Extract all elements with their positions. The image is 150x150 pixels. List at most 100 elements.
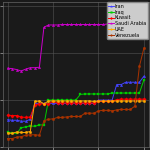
Venezuela xyxy=(20,136,22,138)
Saudi Arabia xyxy=(125,22,127,24)
Saudi Arabia xyxy=(29,67,31,69)
UAE xyxy=(20,132,22,133)
Venezuela xyxy=(125,109,127,110)
Kuwait xyxy=(57,102,59,104)
Iraq xyxy=(11,132,13,134)
Iraq xyxy=(102,93,104,95)
Line: Iran: Iran xyxy=(6,75,145,122)
Iran xyxy=(88,102,90,104)
UAE xyxy=(11,132,13,134)
Saudi Arabia xyxy=(111,22,113,24)
Kuwait xyxy=(93,102,95,104)
Kuwait xyxy=(98,100,99,102)
Iran xyxy=(93,102,95,104)
Saudi Arabia xyxy=(38,66,40,68)
Kuwait xyxy=(116,99,118,100)
Venezuela xyxy=(116,109,118,111)
Venezuela xyxy=(25,134,27,136)
UAE xyxy=(7,132,8,134)
Saudi Arabia xyxy=(129,22,131,24)
Venezuela xyxy=(7,138,8,140)
Iran xyxy=(116,84,118,85)
UAE xyxy=(25,132,27,133)
Venezuela xyxy=(48,118,49,120)
Iran xyxy=(43,102,45,104)
UAE xyxy=(120,100,122,102)
Iran xyxy=(143,75,145,77)
UAE xyxy=(70,100,72,102)
Venezuela xyxy=(79,116,81,117)
Iran xyxy=(75,102,77,104)
Kuwait xyxy=(16,115,18,116)
Saudi Arabia xyxy=(70,24,72,25)
Saudi Arabia xyxy=(116,22,118,24)
Saudi Arabia xyxy=(16,69,18,70)
UAE xyxy=(116,100,118,102)
Venezuela xyxy=(129,109,131,110)
Kuwait xyxy=(11,115,13,116)
UAE xyxy=(29,131,31,132)
Saudi Arabia xyxy=(25,68,27,70)
Iran xyxy=(66,102,68,104)
Venezuela xyxy=(16,136,18,138)
Iraq xyxy=(43,124,45,126)
Iraq xyxy=(70,99,72,101)
Venezuela xyxy=(66,116,68,118)
Venezuela xyxy=(102,110,104,111)
Saudi Arabia xyxy=(11,68,13,69)
Iraq xyxy=(16,132,18,134)
Iran xyxy=(29,118,31,120)
UAE xyxy=(38,100,40,102)
Iran xyxy=(16,119,18,121)
UAE xyxy=(34,100,36,102)
Venezuela xyxy=(88,112,90,114)
Kuwait xyxy=(84,102,86,104)
UAE xyxy=(129,100,131,102)
Kuwait xyxy=(75,102,77,104)
Iran xyxy=(120,84,122,85)
Saudi Arabia xyxy=(43,26,45,28)
Kuwait xyxy=(43,103,45,105)
Iran xyxy=(20,120,22,122)
Iraq xyxy=(20,127,22,129)
UAE xyxy=(84,100,86,102)
Kuwait xyxy=(34,104,36,106)
Iraq xyxy=(134,92,136,94)
UAE xyxy=(134,100,136,102)
Iran xyxy=(7,119,8,121)
Venezuela xyxy=(84,112,86,114)
Kuwait xyxy=(125,98,127,100)
Saudi Arabia xyxy=(134,22,136,24)
Iran xyxy=(79,102,81,104)
Saudi Arabia xyxy=(143,22,145,24)
Iraq xyxy=(129,92,131,94)
Iran xyxy=(84,102,86,104)
Saudi Arabia xyxy=(88,24,90,25)
Iraq xyxy=(57,99,59,101)
Kuwait xyxy=(107,100,108,102)
Kuwait xyxy=(52,100,54,102)
Kuwait xyxy=(20,116,22,118)
Iraq xyxy=(107,93,108,95)
Iraq xyxy=(138,92,140,94)
Iraq xyxy=(116,92,118,94)
Venezuela xyxy=(52,118,54,120)
Saudi Arabia xyxy=(20,70,22,72)
Iraq xyxy=(52,99,54,101)
Saudi Arabia xyxy=(34,67,36,69)
UAE xyxy=(66,100,68,102)
Iran xyxy=(107,99,108,101)
UAE xyxy=(93,100,95,102)
Line: Venezuela: Venezuela xyxy=(6,47,145,140)
Iraq xyxy=(25,126,27,128)
Saudi Arabia xyxy=(57,24,59,26)
Venezuela xyxy=(120,109,122,110)
Kuwait xyxy=(29,116,31,118)
Saudi Arabia xyxy=(107,23,108,25)
Kuwait xyxy=(66,102,68,104)
Saudi Arabia xyxy=(102,24,104,25)
UAE xyxy=(75,100,77,102)
Legend: Iran, Iraq, Kuwait, Saudi Arabia, UAE, Venezuela: Iran, Iraq, Kuwait, Saudi Arabia, UAE, V… xyxy=(106,2,148,39)
Kuwait xyxy=(88,102,90,104)
Venezuela xyxy=(93,112,95,114)
